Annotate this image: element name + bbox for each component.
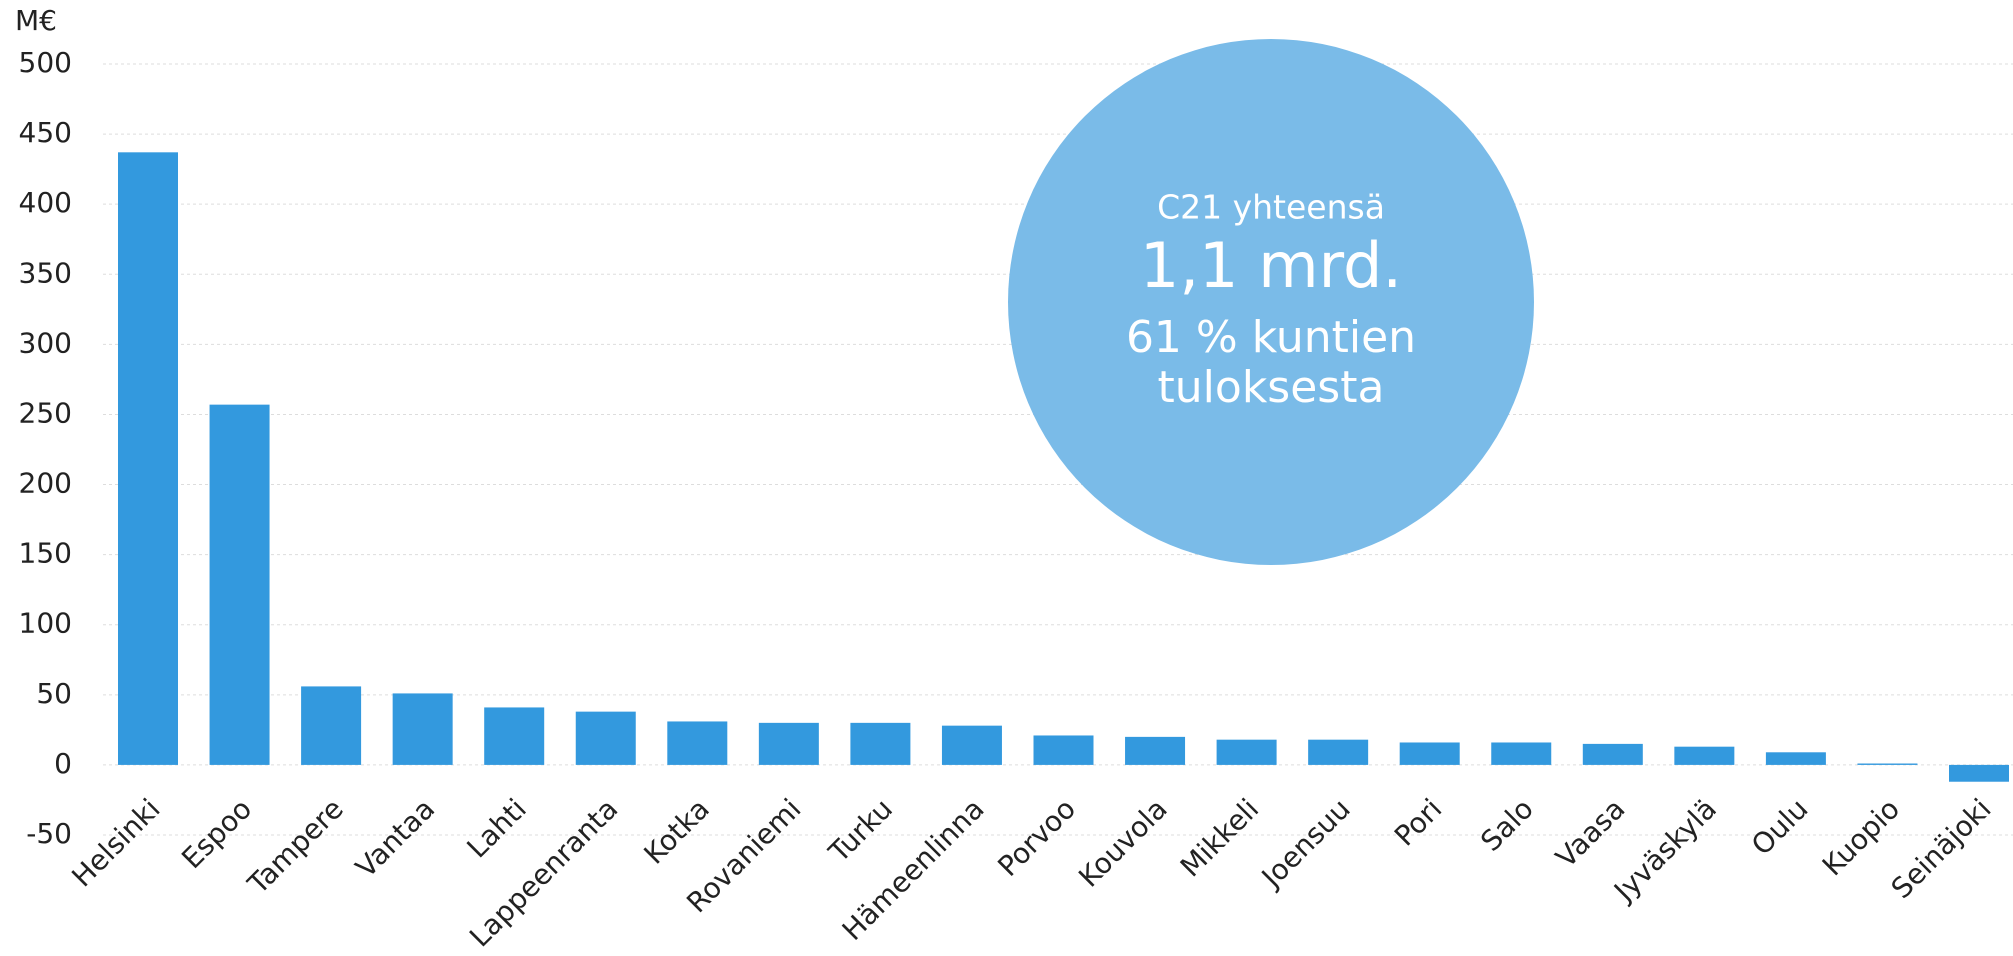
x-tick-label: Mikkeli [1174, 792, 1265, 883]
bar [1125, 736, 1186, 765]
x-tick-label: Helsinki [65, 792, 166, 893]
y-tick-label: 50 [36, 677, 72, 710]
y-tick-label: 100 [19, 607, 72, 640]
y-tick-label: 450 [19, 116, 72, 149]
x-tick-label: Vaasa [1549, 792, 1631, 874]
y-tick-label: 150 [19, 537, 72, 570]
bar [850, 722, 911, 765]
y-tick-label: 350 [19, 256, 72, 289]
bar [941, 725, 1002, 765]
bar [1033, 735, 1094, 765]
bar [1399, 742, 1460, 765]
bar [1857, 763, 1918, 765]
x-tick-label: Vantaa [349, 792, 441, 884]
annotation-text: 1,1 mrd. [1140, 229, 1402, 302]
y-tick-label: 400 [19, 186, 72, 219]
y-tick-label: 250 [19, 396, 72, 429]
x-tick-label: Pori [1388, 792, 1448, 852]
bar [758, 722, 819, 765]
y-tick-label: 200 [19, 467, 72, 500]
x-tick-label: Joensuu [1254, 792, 1357, 895]
x-tick-label: Oulu [1745, 792, 1815, 862]
y-tick-label: -50 [26, 817, 72, 850]
y-tick-label: 300 [19, 326, 72, 359]
bar [1582, 743, 1643, 765]
bar [484, 707, 545, 765]
y-tick-label: 0 [54, 747, 72, 780]
bar [118, 152, 178, 765]
bar [209, 404, 270, 765]
annotation-text: 61 % kuntien [1126, 312, 1416, 363]
bar [575, 711, 636, 765]
annotation-text: C21 yhteensä [1157, 188, 1385, 227]
x-tick-label: Turku [822, 792, 899, 869]
bar [1491, 742, 1552, 765]
x-tick-label: Kotka [637, 792, 715, 870]
bar [1949, 764, 2009, 782]
x-tick-label: Kouvola [1072, 792, 1173, 893]
x-tick-label: Tampere [241, 792, 350, 901]
bar [1216, 739, 1277, 765]
x-tick-label: Seinäjoki [1885, 792, 1998, 905]
bar [301, 686, 362, 765]
bar [1308, 739, 1369, 765]
x-tick-label: Kuopio [1816, 792, 1906, 882]
annotation-bubble [1008, 39, 1534, 565]
x-tick-label: Salo [1474, 792, 1540, 858]
annotation-text: tuloksesta [1158, 362, 1385, 413]
bar [1674, 746, 1735, 765]
x-tick-label: Porvoo [991, 792, 1082, 883]
x-tick-label: Lahti [460, 792, 532, 864]
y-tick-label: 500 [19, 46, 72, 79]
bar [392, 693, 453, 765]
bar [1765, 752, 1826, 765]
y-axis-unit: M€ [15, 4, 57, 37]
bar [667, 721, 728, 765]
x-tick-label: Espoo [175, 792, 258, 875]
